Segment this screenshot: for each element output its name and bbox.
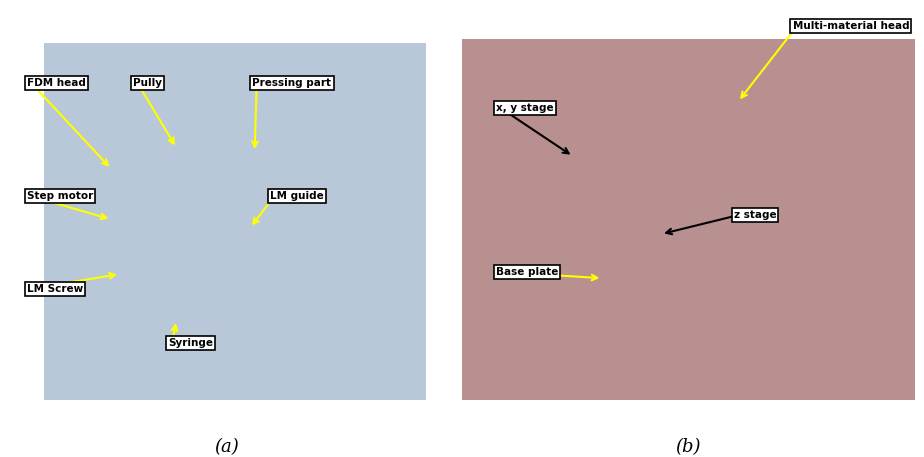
Bar — [462, 38, 915, 400]
Text: (a): (a) — [214, 438, 238, 456]
Text: (b): (b) — [675, 438, 701, 456]
Text: Base plate: Base plate — [496, 267, 558, 277]
Text: z stage: z stage — [734, 210, 776, 220]
Text: x, y stage: x, y stage — [496, 103, 553, 113]
Text: LM guide: LM guide — [270, 191, 323, 201]
Text: Multi-material head: Multi-material head — [793, 21, 909, 31]
Text: Pressing part: Pressing part — [252, 78, 332, 88]
Bar — [44, 43, 426, 400]
Text: LM Screw: LM Screw — [27, 284, 83, 294]
Text: Syringe: Syringe — [168, 338, 213, 348]
Text: Pully: Pully — [133, 78, 162, 88]
Text: FDM head: FDM head — [27, 78, 86, 88]
Text: Step motor: Step motor — [27, 191, 92, 201]
